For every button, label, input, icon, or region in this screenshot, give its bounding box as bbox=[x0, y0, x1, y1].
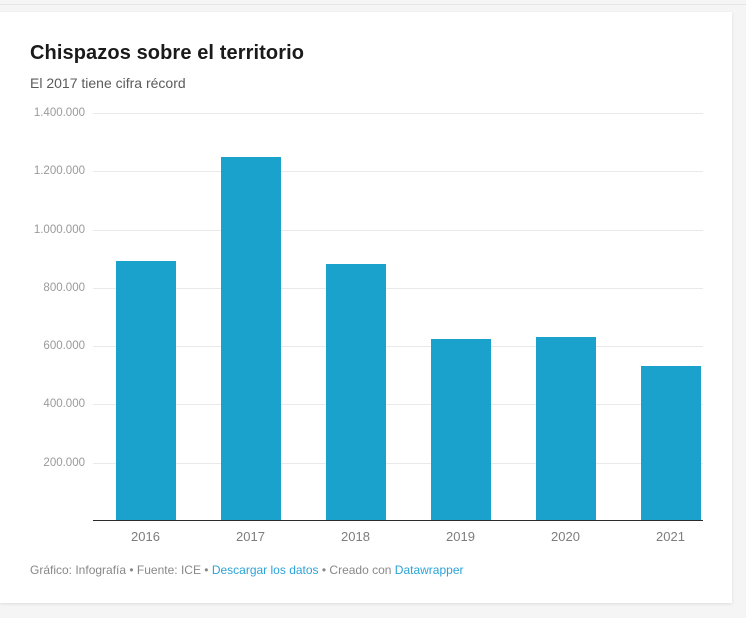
chart-footer: Gráfico: Infografía • Fuente: ICE • Desc… bbox=[30, 563, 464, 578]
x-tick-label-2018: 2018 bbox=[341, 529, 370, 544]
y-tick-label: 800.000 bbox=[43, 281, 85, 294]
bar-2017[interactable] bbox=[220, 157, 281, 520]
chart-title: Chispazos sobre el territorio bbox=[30, 42, 305, 64]
y-tick-label: 400.000 bbox=[43, 398, 85, 411]
x-tick-label-2021: 2021 bbox=[656, 529, 685, 544]
x-axis-labels: 2016 2017 2018 2019 2020 2021 bbox=[93, 529, 703, 545]
bar-2016[interactable] bbox=[115, 260, 176, 520]
x-tick-label-2019: 2019 bbox=[446, 529, 475, 544]
page-top-divider bbox=[0, 4, 746, 5]
chart-subtitle: El 2017 tiene cifra récord bbox=[30, 75, 186, 91]
x-tick-label-2020: 2020 bbox=[551, 529, 580, 544]
datawrapper-link[interactable]: Datawrapper bbox=[394, 563, 464, 577]
y-tick-label: 1.000.000 bbox=[33, 223, 85, 236]
y-gridline bbox=[93, 287, 703, 289]
bar-2020[interactable] bbox=[535, 337, 596, 520]
y-gridline bbox=[93, 229, 703, 231]
download-data-link[interactable]: Descargar los datos bbox=[211, 563, 319, 577]
y-tick-label: 600.000 bbox=[43, 340, 85, 353]
y-gridline bbox=[93, 171, 703, 173]
x-tick-label-2017: 2017 bbox=[236, 529, 265, 544]
y-tick-label: 200.000 bbox=[43, 456, 85, 469]
y-axis-labels: 200.000 400.000 600.000 800.000 1.000.000 1.2… bbox=[0, 107, 85, 521]
footer-created-with-text: • Creado con bbox=[318, 563, 395, 577]
y-gridline bbox=[93, 404, 703, 406]
bar-2019[interactable] bbox=[430, 339, 491, 520]
y-gridline bbox=[93, 346, 703, 348]
plot-area bbox=[93, 113, 703, 521]
bar-2018[interactable] bbox=[325, 264, 386, 520]
x-tick-label-2016: 2016 bbox=[131, 529, 160, 544]
bar-2021[interactable] bbox=[640, 365, 701, 520]
y-gridline bbox=[93, 113, 703, 114]
y-gridline bbox=[93, 462, 703, 464]
y-tick-label: 1.400.000 bbox=[33, 107, 85, 119]
y-tick-label: 1.200.000 bbox=[33, 165, 85, 178]
footer-attribution-text: Gráfico: Infografía • Fuente: ICE • bbox=[30, 563, 212, 577]
chart-card: Chispazos sobre el territorio El 2017 ti… bbox=[0, 12, 732, 603]
